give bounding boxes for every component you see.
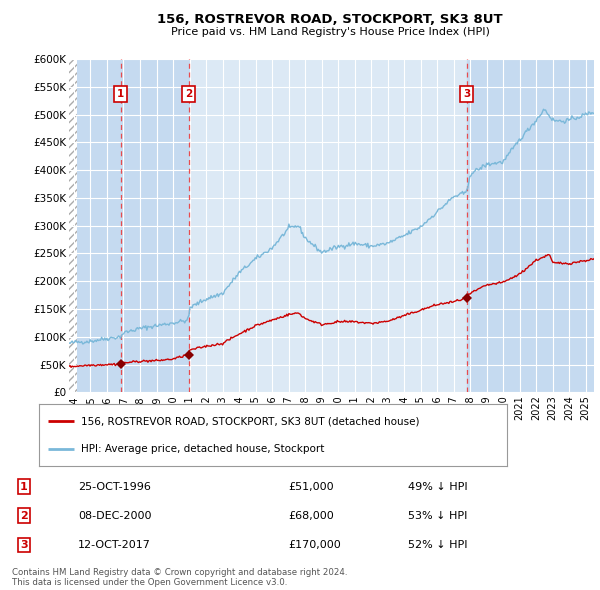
- Text: 52% ↓ HPI: 52% ↓ HPI: [408, 540, 467, 550]
- Text: 3: 3: [463, 89, 470, 99]
- Text: Contains HM Land Registry data © Crown copyright and database right 2024.
This d: Contains HM Land Registry data © Crown c…: [12, 568, 347, 587]
- Text: 1: 1: [20, 481, 28, 491]
- Text: 12-OCT-2017: 12-OCT-2017: [78, 540, 151, 550]
- Text: £170,000: £170,000: [288, 540, 341, 550]
- Text: 1: 1: [117, 89, 124, 99]
- Bar: [69, 59, 188, 392]
- Text: 2: 2: [20, 511, 28, 521]
- Text: HPI: Average price, detached house, Stockport: HPI: Average price, detached house, Stoc…: [81, 444, 325, 454]
- Text: Price paid vs. HM Land Registry's House Price Index (HPI): Price paid vs. HM Land Registry's House …: [170, 27, 490, 37]
- Text: 08-DEC-2000: 08-DEC-2000: [78, 511, 151, 521]
- Text: £51,000: £51,000: [288, 481, 334, 491]
- Text: 156, ROSTREVOR ROAD, STOCKPORT, SK3 8UT: 156, ROSTREVOR ROAD, STOCKPORT, SK3 8UT: [157, 13, 503, 26]
- Bar: [69, 59, 77, 392]
- Text: 2: 2: [185, 89, 192, 99]
- Text: 3: 3: [20, 540, 28, 550]
- Text: 53% ↓ HPI: 53% ↓ HPI: [408, 511, 467, 521]
- Text: £68,000: £68,000: [288, 511, 334, 521]
- Text: 25-OCT-1996: 25-OCT-1996: [78, 481, 151, 491]
- Bar: [467, 59, 594, 392]
- Text: 49% ↓ HPI: 49% ↓ HPI: [408, 481, 467, 491]
- Text: 156, ROSTREVOR ROAD, STOCKPORT, SK3 8UT (detached house): 156, ROSTREVOR ROAD, STOCKPORT, SK3 8UT …: [81, 417, 419, 427]
